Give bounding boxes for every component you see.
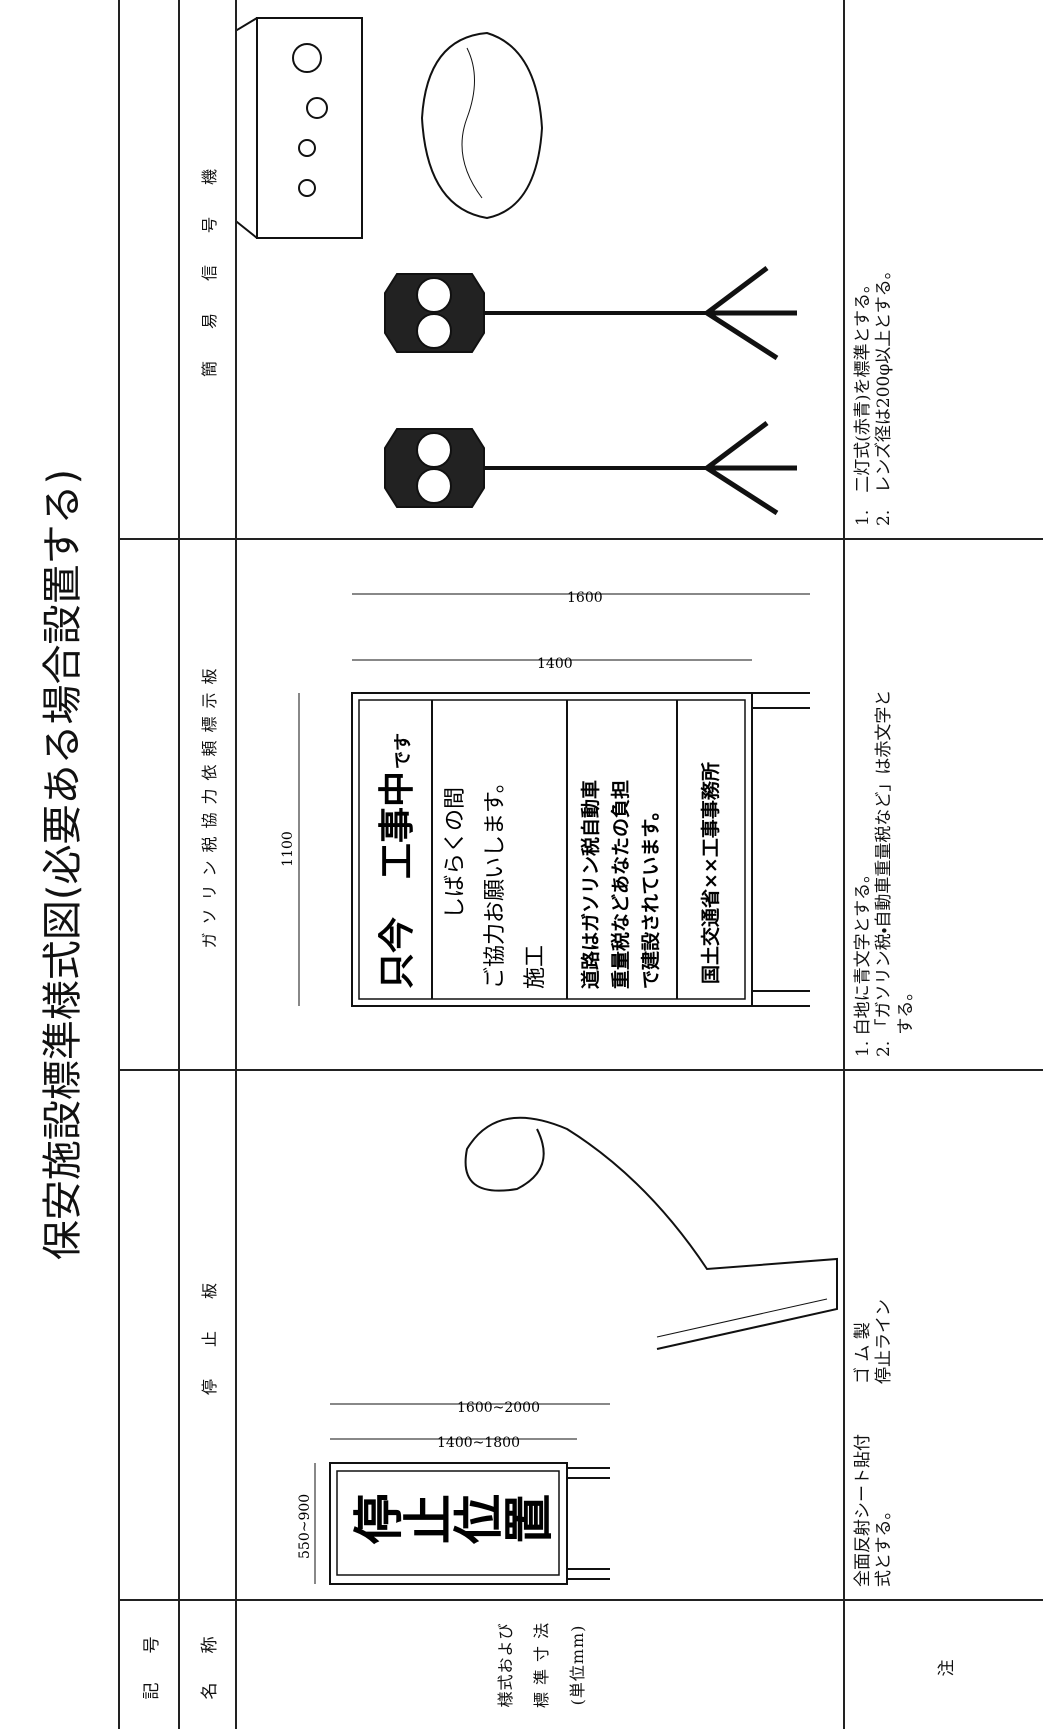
- notes: 1. 白地に青文字とする。 2. 「ガソリン税・自動車重量税など」は赤文字と す…: [845, 538, 1043, 1069]
- note-line: 式とする。: [874, 1502, 895, 1588]
- symbol-cell: [120, 0, 180, 538]
- dimension: 1400: [537, 656, 573, 672]
- column-name: 簡 易 信 号 機: [180, 0, 237, 538]
- sign-panel: [336, 1470, 560, 1576]
- dimension: 1100: [280, 831, 296, 867]
- part-label: 停止ライン: [874, 1299, 895, 1384]
- stop-board-drawing: 550~900 1400~1800 1600~2000 停止位置: [237, 1069, 845, 1599]
- symbol-cell: [120, 538, 180, 1069]
- sign-text: 道路はガソリン税自動車: [579, 780, 602, 989]
- dimension: 1600: [567, 590, 603, 606]
- label-line: (単位mm): [568, 1624, 587, 1706]
- note-label: 注: [845, 1599, 1043, 1729]
- signal-head: [384, 273, 485, 353]
- column-name: 停 止 板: [180, 1069, 237, 1599]
- stop-board-svg: 550~900 1400~1800 1600~2000 停止位置: [297, 1116, 838, 1585]
- gasoline-sign-drawing: 1100 1400 1600 只今 工事中 です しばらくの間 ご協力お願いしま…: [237, 538, 845, 1069]
- sign-text: で建設されています。: [640, 801, 662, 989]
- note-line: する。: [895, 983, 916, 1057]
- rubber-stopper: [464, 1116, 838, 1350]
- dimension: 1400~1800: [437, 1435, 520, 1451]
- name-label: 名 称: [180, 1599, 237, 1729]
- sign-panel: [358, 699, 746, 1000]
- knob: [298, 179, 316, 197]
- lens: [416, 468, 452, 504]
- note-line: 1. 二灯式(赤青)を標準とする。: [853, 276, 873, 526]
- sign-text: 工事中: [377, 771, 418, 879]
- sign-text: 只今: [377, 917, 418, 989]
- sign-text: 施工: [523, 945, 548, 989]
- lens: [416, 313, 452, 349]
- sign-text: 国土交通省××工事事務所: [699, 762, 722, 984]
- knob: [292, 43, 322, 73]
- controller-box: [256, 17, 363, 239]
- note-block: ゴ ム 製 停止ライン: [853, 1299, 896, 1384]
- lens: [416, 432, 452, 468]
- controller-lid: [237, 17, 258, 239]
- signal-svg: [237, 17, 797, 516]
- part-label: ゴ ム 製: [853, 1322, 873, 1384]
- symbol-label: 記 号: [120, 1599, 180, 1729]
- rubber-edge: [656, 1298, 828, 1338]
- note-line: 2. レンズ径は200φ以上とする。: [874, 262, 895, 526]
- tripod: [705, 421, 797, 516]
- signal-drawing: [237, 0, 845, 538]
- label-line: 様式および: [496, 1622, 515, 1708]
- knob: [306, 97, 328, 119]
- note-block: 全面反射シート貼付 式とする。: [853, 1434, 896, 1587]
- note-line: 2. 「ガソリン税・自動車重量税など」は赤文字と: [874, 689, 895, 1057]
- note-line: 全面反射シート貼付: [853, 1434, 873, 1587]
- sign-frame: [329, 1462, 568, 1585]
- bag-fold: [461, 47, 483, 199]
- notes: 全面反射シート貼付 式とする。 ゴ ム 製 停止ライン: [845, 1069, 1043, 1599]
- sign-text: です: [393, 733, 414, 769]
- symbol-cell: [120, 1069, 180, 1599]
- notes-wrap: 全面反射シート貼付 式とする。 ゴ ム 製 停止ライン: [853, 1083, 896, 1587]
- note-line: 1. 白地に青文字とする。: [853, 865, 873, 1057]
- cable-bag: [420, 31, 544, 220]
- dimension: 1600~2000: [457, 1400, 540, 1416]
- title: 保安施設標準様式図(必要ある場合設置する): [0, 0, 120, 1729]
- signal-head: [384, 428, 485, 508]
- sign-text: ご協力お願いします。: [483, 771, 508, 989]
- sign-text: しばらくの間: [443, 787, 468, 919]
- lens: [416, 277, 452, 313]
- sign-text: 停止位置: [352, 1493, 552, 1552]
- sign-frame: [351, 692, 753, 1007]
- sign-text: 重量税などあなたの負担: [609, 780, 632, 989]
- dimension: 550~900: [297, 1494, 313, 1559]
- tripod: [705, 266, 797, 361]
- notes: 1. 二灯式(赤青)を標準とする。 2. レンズ径は200φ以上とする。: [845, 0, 1043, 538]
- label-line: 標 準 寸 法: [532, 1621, 551, 1709]
- knob: [298, 139, 316, 157]
- style-label: 様式および 標 準 寸 法 (単位mm): [237, 1599, 845, 1729]
- column-name: ガソリン税協力依頼標示板: [180, 538, 237, 1069]
- gasoline-sign-svg: 1100 1400 1600 只今 工事中 です しばらくの間 ご協力お願いしま…: [280, 590, 810, 1007]
